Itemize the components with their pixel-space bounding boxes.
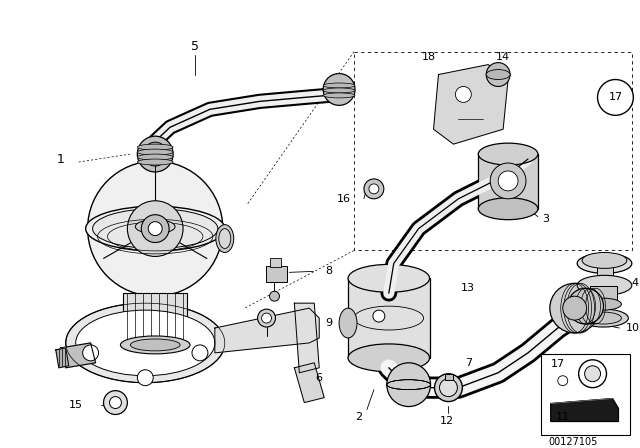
Text: 18: 18 [422,52,436,62]
Ellipse shape [120,336,190,354]
Text: 7: 7 [465,358,472,368]
Ellipse shape [577,254,632,273]
Ellipse shape [219,228,231,249]
Ellipse shape [579,309,628,327]
Circle shape [435,374,462,401]
Polygon shape [56,348,68,368]
Ellipse shape [348,264,429,292]
Polygon shape [294,363,324,403]
Circle shape [257,309,275,327]
Bar [124,293,187,345]
Polygon shape [61,343,95,368]
Circle shape [490,163,526,199]
Circle shape [192,345,208,361]
Polygon shape [551,399,618,422]
Ellipse shape [138,159,173,165]
Ellipse shape [141,155,169,167]
Circle shape [558,376,568,386]
Circle shape [143,142,167,166]
Text: 1: 1 [57,152,65,166]
Circle shape [148,222,162,236]
Ellipse shape [348,344,429,372]
Ellipse shape [138,144,173,150]
Circle shape [568,288,604,324]
Circle shape [269,291,280,301]
Ellipse shape [145,155,165,163]
Ellipse shape [323,88,355,93]
Bar [445,374,453,380]
Text: 6: 6 [316,373,323,383]
Ellipse shape [582,253,627,268]
Ellipse shape [86,206,225,251]
Text: 17: 17 [609,92,623,103]
Circle shape [584,366,600,382]
Circle shape [104,391,127,414]
Bar [269,258,282,267]
Circle shape [456,86,471,103]
Text: 3: 3 [542,214,549,224]
Text: 17: 17 [551,359,565,369]
Circle shape [323,73,355,105]
Ellipse shape [478,198,538,220]
Circle shape [138,136,173,172]
Circle shape [579,360,607,388]
Text: 12: 12 [440,417,454,426]
Circle shape [109,396,122,409]
Ellipse shape [76,310,215,376]
Ellipse shape [66,303,225,383]
Circle shape [553,371,573,391]
Bar [596,263,614,285]
Text: 16: 16 [337,194,351,204]
Circle shape [486,63,510,86]
Circle shape [550,283,600,333]
Circle shape [364,179,384,199]
Polygon shape [215,308,319,353]
Circle shape [373,310,385,322]
Bar [348,278,429,358]
Ellipse shape [586,298,621,310]
Text: 11: 11 [556,413,570,422]
Circle shape [262,313,271,323]
Bar [478,154,538,209]
Text: 5: 5 [191,40,199,53]
Text: 13: 13 [461,283,476,293]
Circle shape [369,184,379,194]
Bar [589,286,618,304]
Ellipse shape [577,276,632,295]
Text: 10: 10 [625,323,639,333]
Text: 4: 4 [632,278,639,289]
Circle shape [141,215,169,242]
Circle shape [598,79,634,115]
Ellipse shape [93,209,218,249]
Text: 9: 9 [326,318,333,328]
Circle shape [83,345,99,361]
Text: 2: 2 [355,413,362,422]
Ellipse shape [586,312,621,324]
Polygon shape [433,65,508,144]
Ellipse shape [135,220,175,233]
Ellipse shape [486,69,510,79]
Ellipse shape [339,308,357,338]
Circle shape [440,379,458,396]
Text: 15: 15 [68,400,83,409]
Text: 00127105: 00127105 [548,437,597,448]
Ellipse shape [323,83,355,88]
Ellipse shape [216,224,234,253]
Polygon shape [294,303,319,373]
Text: 14: 14 [496,52,510,62]
Circle shape [387,363,431,406]
Ellipse shape [478,143,538,165]
Ellipse shape [131,339,180,351]
Text: 8: 8 [326,267,333,276]
Ellipse shape [323,93,355,98]
Circle shape [138,370,153,386]
Circle shape [563,296,587,320]
Bar [541,354,630,435]
Circle shape [127,201,183,256]
Bar [266,267,287,282]
Ellipse shape [138,154,173,160]
Circle shape [498,171,518,191]
Circle shape [88,161,223,296]
Ellipse shape [138,149,173,155]
